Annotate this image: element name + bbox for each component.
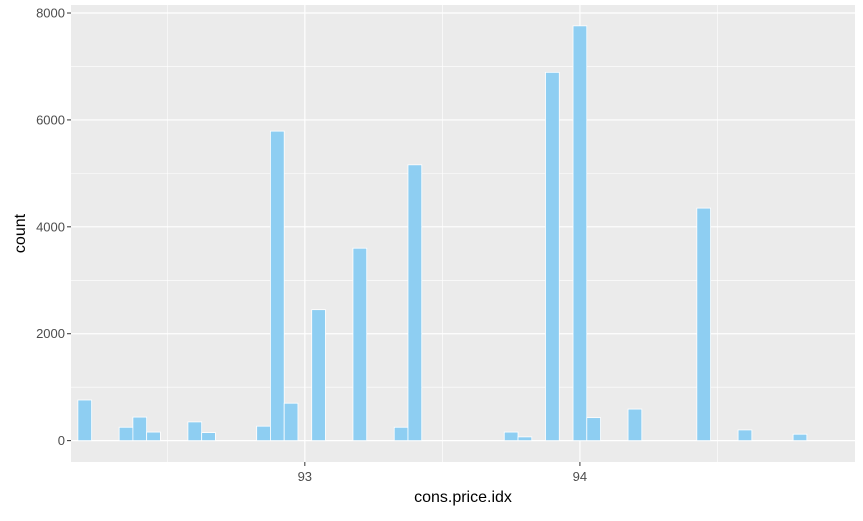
x-axis-ticks: 93 94 (298, 462, 587, 484)
histogram-bar (201, 432, 216, 442)
histogram-bar (132, 416, 148, 442)
histogram-bar (311, 309, 326, 442)
grid-minor (71, 5, 855, 462)
histogram-bar (517, 436, 533, 442)
histogram-bar (270, 130, 285, 442)
y-tick-label: 8000 (36, 6, 65, 21)
histogram-bar (503, 431, 519, 442)
plot-panel (71, 5, 855, 462)
histogram-bar (545, 71, 560, 442)
bars (77, 25, 808, 442)
histogram-bar (407, 164, 423, 442)
histogram-bar (627, 408, 643, 442)
histogram-bar (352, 247, 368, 442)
histogram-bar (586, 417, 601, 442)
histogram-bar (696, 207, 711, 442)
histogram-bar (737, 429, 753, 442)
y-tick-label: 6000 (36, 112, 65, 127)
y-tick-label: 4000 (36, 219, 65, 234)
histogram-bar (187, 421, 203, 442)
histogram-bar (256, 425, 271, 442)
histogram-bar (283, 402, 299, 442)
y-axis-ticks: 0 2000 4000 6000 8000 (36, 6, 71, 448)
histogram-bar (118, 426, 134, 442)
y-tick-label: 0 (58, 433, 65, 448)
histogram-bar (393, 426, 409, 442)
x-tick-label: 93 (298, 469, 312, 484)
y-axis-title: count (12, 213, 29, 253)
histogram-bar (572, 25, 588, 442)
x-tick-label: 94 (573, 469, 587, 484)
x-axis-title: cons.price.idx (414, 489, 512, 506)
y-tick-label: 2000 (36, 326, 65, 341)
histogram-bar (77, 399, 93, 442)
histogram-bar (146, 431, 161, 442)
histogram-bar (792, 433, 808, 442)
